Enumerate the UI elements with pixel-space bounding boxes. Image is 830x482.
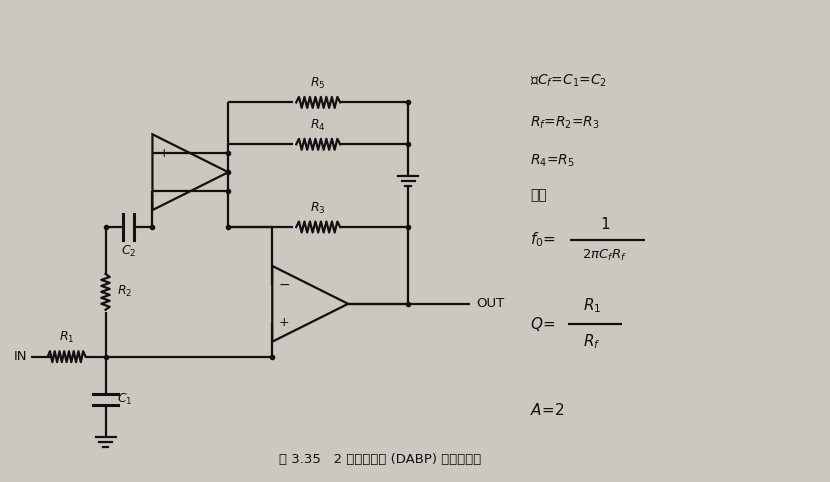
- Text: $C_1$: $C_1$: [118, 392, 133, 407]
- Text: −: −: [278, 278, 290, 292]
- Text: $R_4$: $R_4$: [310, 118, 326, 134]
- Text: $1$: $1$: [599, 216, 610, 232]
- Text: $A$=2: $A$=2: [530, 402, 564, 417]
- Text: $R_1$: $R_1$: [59, 330, 75, 345]
- Text: $R_2$: $R_2$: [118, 284, 133, 299]
- Text: $R_3$: $R_3$: [310, 201, 326, 216]
- Text: +: +: [279, 316, 290, 329]
- Text: 设$C_f$=$C_1$=$C_2$: 设$C_f$=$C_1$=$C_2$: [530, 72, 607, 89]
- Text: IN: IN: [13, 350, 27, 363]
- Text: 则有: 则有: [530, 188, 547, 202]
- Text: OUT: OUT: [476, 297, 504, 310]
- Text: $C_2$: $C_2$: [121, 244, 137, 259]
- Text: $f_0$=: $f_0$=: [530, 231, 555, 249]
- Text: +: +: [159, 147, 169, 160]
- Text: 图 3.35   2 级放大器型 (DABP) 带通滤波器: 图 3.35 2 级放大器型 (DABP) 带通滤波器: [279, 453, 481, 466]
- Text: $R_5$: $R_5$: [310, 76, 326, 92]
- Text: $R_f$=$R_2$=$R_3$: $R_f$=$R_2$=$R_3$: [530, 114, 600, 131]
- Text: −: −: [159, 184, 170, 198]
- Text: $R_f$: $R_f$: [583, 333, 601, 351]
- Text: $2\pi C_f R_f$: $2\pi C_f R_f$: [582, 248, 627, 263]
- Text: $R_1$: $R_1$: [583, 296, 601, 315]
- Text: $R_4$=$R_5$: $R_4$=$R_5$: [530, 152, 574, 169]
- Text: $Q$=: $Q$=: [530, 315, 555, 333]
